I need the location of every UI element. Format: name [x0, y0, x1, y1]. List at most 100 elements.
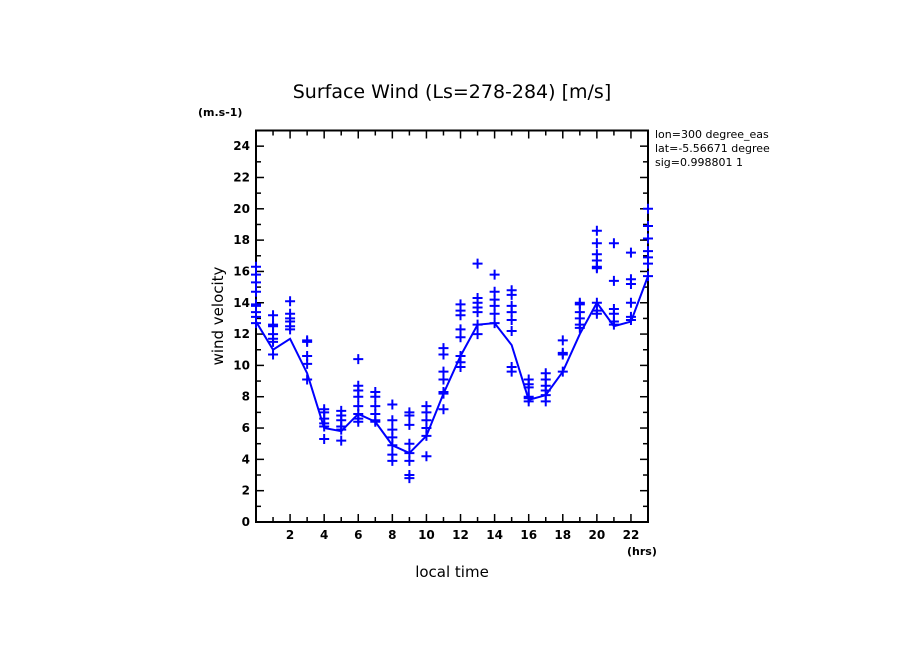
y-tick-label: 20: [233, 202, 250, 216]
y-tick-label: 18: [233, 233, 250, 247]
annotation-lat: lat=-5.56671 degree: [655, 142, 770, 155]
sample-point: [591, 308, 602, 319]
annotation-sig: sig=0.998801 1: [655, 156, 743, 169]
sample-point: [643, 271, 653, 282]
sample-point: [251, 277, 261, 288]
sample-point: [370, 416, 381, 427]
sample-point: [591, 225, 602, 236]
y-tick-label: 6: [242, 421, 250, 435]
y-tick-label: 10: [233, 358, 250, 372]
x-tick-label: 2: [286, 528, 294, 542]
x-tick-label: 22: [623, 528, 640, 542]
sample-point: [404, 410, 415, 421]
sample-point: [455, 361, 466, 372]
sample-point: [574, 322, 585, 333]
y-tick-label: 12: [233, 327, 250, 341]
annotation-clip: [780, 125, 904, 175]
sample-point: [268, 336, 279, 347]
sample-point: [472, 329, 483, 340]
sample-point: [438, 349, 449, 360]
sample-point: [353, 354, 364, 365]
sample-point: [608, 238, 619, 249]
sample-point: [404, 473, 415, 484]
sample-point: [643, 221, 653, 232]
x-tick-label: 6: [354, 528, 362, 542]
x-unit-label: (hrs): [627, 545, 657, 558]
x-tick-label: 4: [320, 528, 328, 542]
sample-point: [506, 314, 517, 325]
x-tick-label: 20: [589, 528, 606, 542]
y-unit-label: (m.s-1): [198, 106, 242, 119]
sample-point: [285, 324, 296, 335]
sample-point: [506, 366, 517, 377]
sample-point: [353, 416, 364, 427]
sample-point: [404, 455, 415, 466]
sample-point: [387, 415, 398, 426]
y-axis-label: wind velocity: [209, 266, 227, 365]
sample-point: [591, 238, 602, 249]
x-tick-label: 8: [388, 528, 396, 542]
sample-point: [506, 289, 517, 300]
sample-point: [268, 349, 279, 360]
y-tick-label: 0: [242, 515, 250, 529]
sample-point: [472, 319, 483, 330]
sample-point: [387, 440, 398, 451]
sample-point: [421, 451, 432, 462]
y-tick-label: 8: [242, 390, 250, 404]
sample-point: [643, 233, 653, 244]
sample-point: [404, 438, 415, 449]
x-tick-label: 14: [486, 528, 503, 542]
annotation-lon: lon=300 degree_eas: [655, 128, 769, 141]
mean-line: [255, 275, 649, 455]
sample-point: [608, 275, 619, 286]
sample-point: [336, 435, 347, 446]
sample-point: [404, 419, 415, 430]
sample-point: [608, 319, 619, 330]
chart-title: Surface Wind (Ls=278-284) [m/s]: [293, 81, 612, 103]
sample-point: [523, 382, 534, 393]
sample-point: [625, 314, 636, 325]
sample-point: [591, 263, 602, 274]
sample-point: [353, 391, 364, 402]
x-tick-label: 18: [554, 528, 571, 542]
y-tick-label: 22: [233, 170, 250, 184]
y-tick-label: 2: [242, 484, 250, 498]
sample-point: [472, 258, 483, 269]
sample-point: [489, 269, 500, 280]
x-tick-label: 10: [418, 528, 435, 542]
sample-point: [302, 336, 313, 347]
sample-point: [251, 318, 261, 329]
y-tick-label: 4: [242, 452, 250, 466]
sample-point: [302, 358, 313, 369]
sample-point: [643, 258, 653, 269]
y-tick-label: 24: [233, 139, 250, 153]
x-tick-label: 16: [520, 528, 537, 542]
sample-point: [421, 430, 432, 441]
sample-point: [336, 424, 347, 435]
sample-point: [540, 396, 551, 407]
x-axis-label: local time: [415, 563, 489, 581]
sample-point: [285, 296, 296, 307]
sample-point: [387, 399, 398, 410]
sample-point: [319, 421, 330, 432]
y-tick-label: 14: [233, 296, 250, 310]
sample-point: [455, 310, 466, 321]
plot-frame: [255, 129, 649, 523]
sample-point: [557, 335, 568, 346]
sample-point: [319, 434, 330, 445]
sample-point: [557, 349, 568, 360]
sample-point: [438, 404, 449, 415]
x-tick-label: 12: [452, 528, 469, 542]
sample-point: [370, 391, 381, 402]
sample-point: [489, 308, 500, 319]
y-tick-label: 16: [233, 264, 250, 278]
sample-point: [625, 247, 636, 258]
sample-point: [625, 278, 636, 289]
sample-point: [489, 318, 500, 329]
sample-point: [625, 297, 636, 308]
sample-point: [438, 374, 449, 385]
sample-point: [387, 455, 398, 466]
sample-point: [455, 332, 466, 343]
sample-point: [251, 286, 261, 297]
